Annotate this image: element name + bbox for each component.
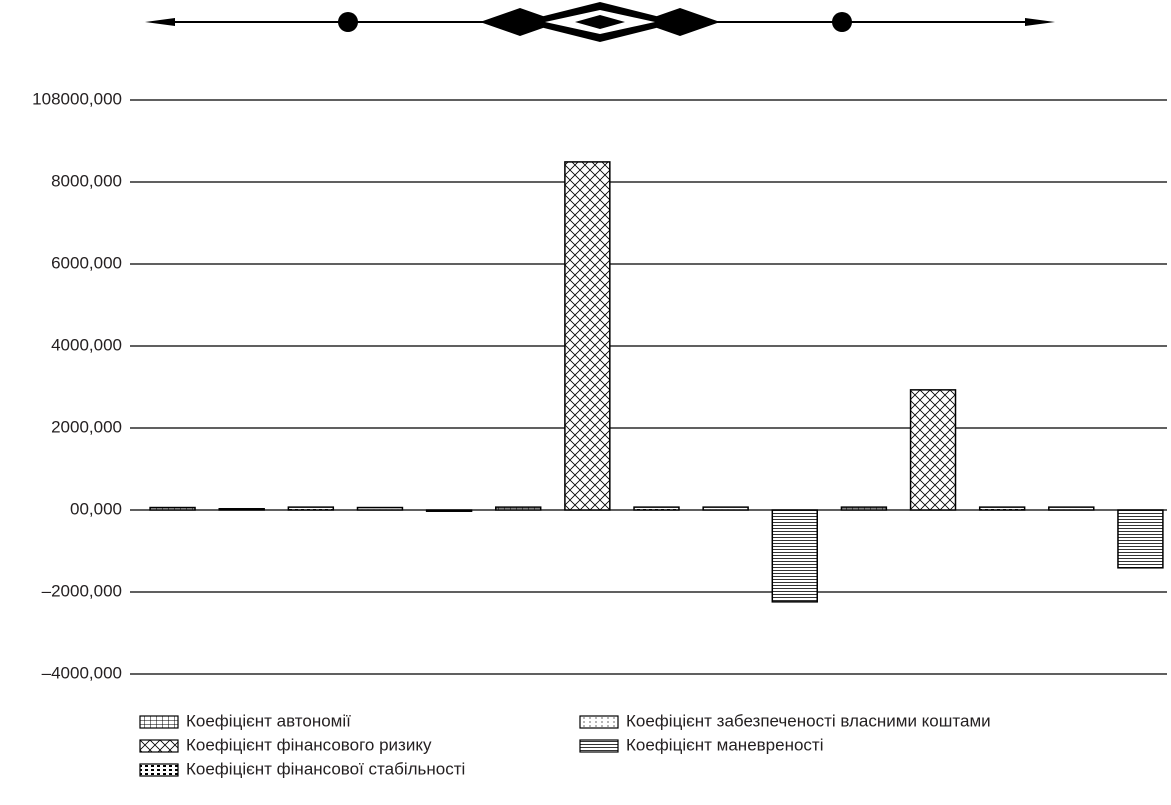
legend-label: Коефіцієнт забезпеченості власними кошта… <box>626 711 991 730</box>
ornament <box>145 2 1055 42</box>
bar <box>149 506 196 511</box>
bar <box>702 506 749 511</box>
y-tick-label: 2000,000 <box>51 417 122 436</box>
legend-label: Коефіцієнт маневреності <box>626 735 824 754</box>
y-tick-label: 108000,000 <box>32 89 122 108</box>
bar <box>425 509 473 512</box>
legend-swatch <box>139 715 179 729</box>
bar <box>978 506 1026 511</box>
legend-label: Коефіцієнт фінансової стабільності <box>186 759 465 778</box>
legend-swatch <box>139 739 179 753</box>
bar <box>1048 506 1095 511</box>
legend-swatch <box>139 763 179 777</box>
y-tick-label: 4000,000 <box>51 335 122 354</box>
y-tick-label: 6000,000 <box>51 253 122 272</box>
bar <box>909 389 957 511</box>
legend-swatch <box>579 715 619 729</box>
bar <box>287 506 335 511</box>
bar <box>633 506 680 511</box>
legend-label: Коефіцієнт фінансового ризику <box>186 735 432 754</box>
y-tick-label: –2000,000 <box>42 581 122 600</box>
bar <box>218 508 265 511</box>
y-tick-label: 00,000 <box>70 499 122 518</box>
legend-label: Коефіцієнт автономії <box>186 711 351 730</box>
bar <box>356 506 404 511</box>
bar <box>840 506 888 511</box>
bar <box>495 506 542 511</box>
y-tick-label: –4000,000 <box>42 663 122 682</box>
bar <box>1117 509 1164 569</box>
legend-swatch <box>579 739 619 753</box>
y-tick-label: 8000,000 <box>51 171 122 190</box>
bar <box>564 161 611 511</box>
bar <box>771 509 818 603</box>
